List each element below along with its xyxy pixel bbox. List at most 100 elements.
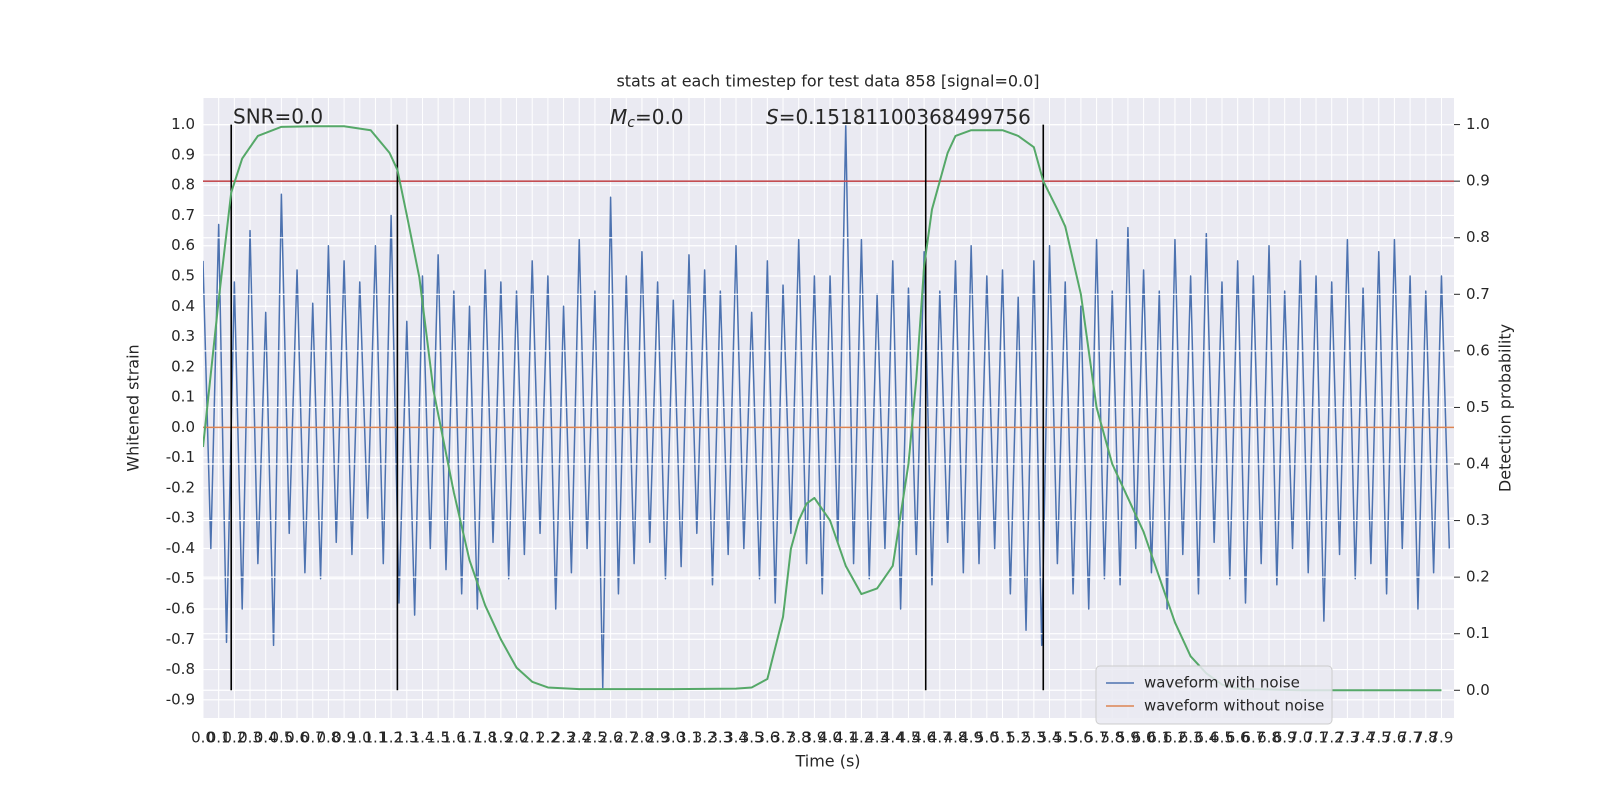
x-tick-label: 0.3 xyxy=(238,729,262,747)
x-tick-label: 1.6 xyxy=(442,729,466,747)
y-tick-label: 1.0 xyxy=(171,115,195,133)
x-tick-label: 4.2 xyxy=(849,729,873,747)
y2-tick-label: 0.7 xyxy=(1466,285,1490,303)
x-tick-label: 6.4 xyxy=(1194,729,1218,747)
labels: stats at each timestep for test data 858… xyxy=(124,72,1515,771)
x-tick-label: 3.9 xyxy=(802,729,826,747)
y-tick-label: 0.3 xyxy=(171,327,195,345)
x-tick-label: 3.6 xyxy=(755,729,779,747)
x-tick-label: 2.5 xyxy=(583,729,607,747)
x-tick-label: 1.0 xyxy=(348,729,372,747)
x-tick-label: 5.2 xyxy=(1006,729,1030,747)
annotation-subscript: c xyxy=(627,115,635,131)
y-tick-label: 0.0 xyxy=(171,418,195,436)
x-tick-label: 3.1 xyxy=(677,729,701,747)
x-tick-label: 5.8 xyxy=(1100,729,1124,747)
x-tick-label: 5.6 xyxy=(1069,729,1093,747)
x-tick-label: 5.1 xyxy=(991,729,1015,747)
x-tick-label: 1.1 xyxy=(364,729,388,747)
x-tick-label: 6.6 xyxy=(1226,729,1250,747)
y2-tick-label: 0.6 xyxy=(1466,341,1490,359)
x-tick-label: 0.5 xyxy=(269,729,293,747)
x-tick-label: 0.1 xyxy=(207,729,231,747)
x-tick-label: 0.6 xyxy=(285,729,309,747)
y-tick-label: 0.2 xyxy=(171,357,195,375)
annotation-symbol: M xyxy=(610,105,627,129)
x-tick-label: 3.4 xyxy=(724,729,748,747)
x-tick-label: 6.7 xyxy=(1241,729,1265,747)
x-tick-label: 5.5 xyxy=(1053,729,1077,747)
y2-tick-label: 0.8 xyxy=(1466,228,1490,246)
annotation-text: =0.15181100368499756 xyxy=(779,105,1031,129)
legend-box xyxy=(1095,665,1333,725)
y-tick-label: -0.1 xyxy=(166,448,195,466)
y2-tick-label: 0.3 xyxy=(1466,511,1490,529)
x-tick-label: 7.0 xyxy=(1288,729,1312,747)
x-tick-label: 4.1 xyxy=(834,729,858,747)
x-tick-label: 0.2 xyxy=(222,729,246,747)
x-tick-label: 7.3 xyxy=(1335,729,1359,747)
y2-tick-label: 0.5 xyxy=(1466,398,1490,416)
x-tick-label: 2.4 xyxy=(567,729,591,747)
x-tick-label: 2.2 xyxy=(536,729,560,747)
y-tick-label: -0.9 xyxy=(166,690,195,708)
x-tick-label: 6.5 xyxy=(1210,729,1234,747)
x-tick-label: 2.8 xyxy=(630,729,654,747)
y-tick-label: 0.7 xyxy=(171,206,195,224)
x-tick-label: 0.7 xyxy=(301,729,325,747)
x-tick-label: 6.9 xyxy=(1273,729,1297,747)
x-tick-label: 0.4 xyxy=(254,729,278,747)
x-tick-label: 7.1 xyxy=(1304,729,1328,747)
legend-label: waveform without noise xyxy=(1144,697,1324,715)
legend: waveform with noise waveform without nois… xyxy=(1095,665,1333,725)
x-tick-label: 1.3 xyxy=(395,729,419,747)
x-tick-label: 6.3 xyxy=(1179,729,1203,747)
series-line xyxy=(203,123,1451,689)
x-tick-label: 2.6 xyxy=(599,729,623,747)
x-tick-label: 7.5 xyxy=(1367,729,1391,747)
y2-tick-label: 0.4 xyxy=(1466,455,1490,473)
y-tick-label: 0.6 xyxy=(171,236,195,254)
y-tick-label: 0.1 xyxy=(171,388,195,406)
x-tick-label: 4.8 xyxy=(944,729,968,747)
x-tick-label: 6.2 xyxy=(1163,729,1187,747)
annotation: S=0.15181100368499756 xyxy=(766,105,1031,129)
chart-title: stats at each timestep for test data 858… xyxy=(616,72,1039,91)
x-tick-label: 4.0 xyxy=(818,729,842,747)
x-tick-label: 5.9 xyxy=(1116,729,1140,747)
overlay xyxy=(203,123,1454,692)
x-tick-label: 3.0 xyxy=(661,729,685,747)
x-tick-label: 4.7 xyxy=(928,729,952,747)
x-tick-label: 4.6 xyxy=(912,729,936,747)
x-tick-label: 1.5 xyxy=(426,729,450,747)
y-tick-label: 0.9 xyxy=(171,145,195,163)
annotation: SNR=0.0 xyxy=(233,105,323,129)
x-tick-label: 5.3 xyxy=(1022,729,1046,747)
x-tick-label: 1.9 xyxy=(489,729,513,747)
y-tick-label: -0.6 xyxy=(166,600,195,618)
y-tick-label: -0.2 xyxy=(166,478,195,496)
x-axis-label: Time (s) xyxy=(794,752,860,771)
x-tick-label: 5.7 xyxy=(1085,729,1109,747)
y-tick-label: -0.8 xyxy=(166,660,195,678)
annotation: Mc=0.0 xyxy=(610,105,684,132)
y2-axis-label: Detection probability xyxy=(1496,324,1515,492)
y-tick-label: 0.8 xyxy=(171,176,195,194)
annotation-text: =0.0 xyxy=(635,105,684,129)
x-tick-label: 5.0 xyxy=(975,729,999,747)
y-tick-label: -0.5 xyxy=(166,569,195,587)
x-tick-label: 4.3 xyxy=(865,729,889,747)
x-tick-label: 6.8 xyxy=(1257,729,1281,747)
x-tick-label: 4.9 xyxy=(959,729,983,747)
y-tick-label: -0.3 xyxy=(166,509,195,527)
x-tick-label: 0.0 xyxy=(191,729,215,747)
x-tick-label: 0.9 xyxy=(332,729,356,747)
x-tick-label: 7.8 xyxy=(1414,729,1438,747)
x-tick-label: 6.0 xyxy=(1132,729,1156,747)
x-tick-label: 7.7 xyxy=(1398,729,1422,747)
x-tick-label: 7.6 xyxy=(1382,729,1406,747)
x-tick-label: 3.2 xyxy=(693,729,717,747)
x-tick-label: 5.4 xyxy=(1038,729,1062,747)
y2-tick-label: 0.9 xyxy=(1466,172,1490,190)
